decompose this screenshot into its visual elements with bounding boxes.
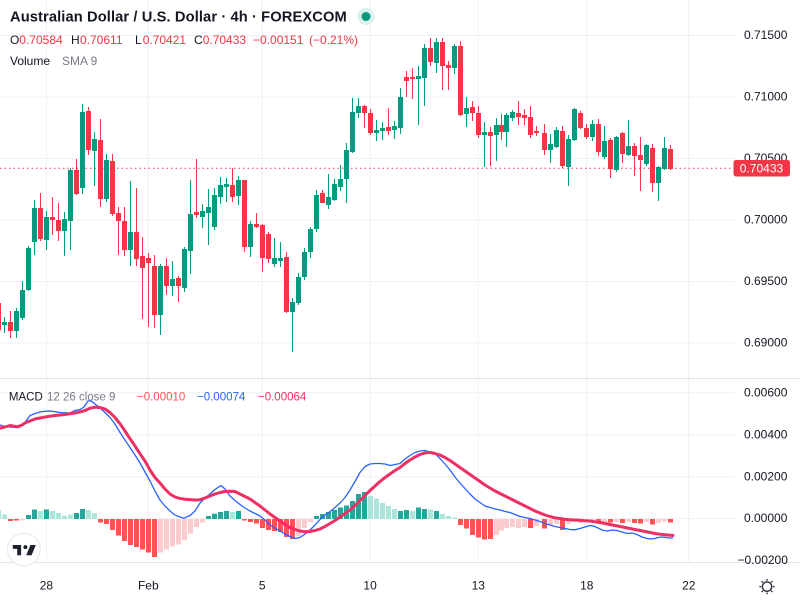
svg-text:0.69500: 0.69500 [744, 274, 788, 288]
svg-text:Australian Dollar / U.S. Dolla: Australian Dollar / U.S. Dollar · 4h · F… [10, 10, 347, 26]
svg-text:0.71500: 0.71500 [744, 28, 788, 42]
svg-text:0.00400: 0.00400 [744, 427, 788, 441]
svg-text:22: 22 [682, 579, 696, 593]
svg-text:0.00200: 0.00200 [744, 469, 788, 483]
svg-text:5: 5 [259, 579, 266, 593]
svg-text:0.00600: 0.00600 [744, 385, 788, 399]
svg-text:0.70433: 0.70433 [740, 162, 784, 176]
svg-text:10: 10 [363, 579, 377, 593]
svg-text:0.71000: 0.71000 [744, 90, 788, 104]
svg-text:0.69000: 0.69000 [744, 336, 788, 350]
svg-text:0.00000: 0.00000 [744, 511, 788, 525]
svg-text:−0.00200: −0.00200 [738, 553, 789, 567]
svg-text:18: 18 [580, 579, 594, 593]
svg-text:28: 28 [40, 579, 54, 593]
svg-text:Feb: Feb [138, 579, 159, 593]
svg-text:13: 13 [472, 579, 486, 593]
svg-text:0.70000: 0.70000 [744, 213, 788, 227]
